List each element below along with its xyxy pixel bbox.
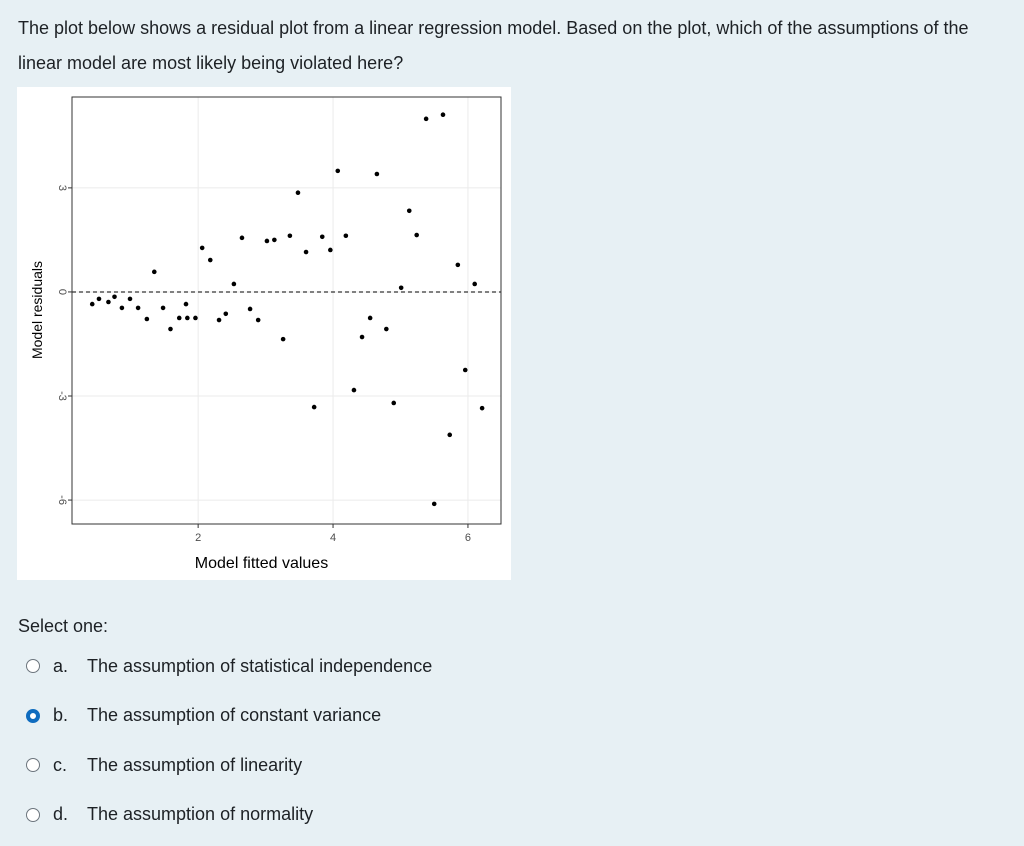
point — [295, 190, 301, 196]
y-tick-label: 3 — [56, 185, 68, 191]
point — [112, 294, 117, 300]
prompt: Select one: — [18, 616, 109, 636]
x-axis-label: Model fitted values — [195, 555, 328, 572]
option-letter: c. — [53, 754, 68, 775]
option[interactable]: d. The assumption of normality — [26, 802, 313, 828]
y-tick-label: -6 — [56, 495, 68, 505]
radio-button[interactable] — [26, 708, 40, 723]
point — [223, 311, 229, 317]
point — [374, 171, 380, 177]
point — [447, 432, 453, 438]
point — [384, 326, 389, 332]
point — [414, 232, 419, 238]
point — [119, 305, 125, 311]
radio-button[interactable] — [26, 807, 40, 822]
point — [479, 405, 485, 411]
point — [160, 305, 166, 311]
option-text: The assumption of constant variance — [87, 705, 382, 725]
point — [207, 257, 213, 263]
point — [127, 296, 133, 302]
y-axis-label: Model residuals — [29, 261, 45, 359]
point — [359, 334, 365, 340]
point — [96, 296, 102, 302]
point — [144, 316, 150, 322]
radio-button[interactable] — [26, 758, 40, 772]
question: The plot below shows a residual plot fro… — [18, 18, 969, 73]
point — [106, 299, 111, 305]
point — [151, 269, 157, 275]
option-letter: a. — [53, 655, 69, 676]
point — [391, 400, 397, 406]
point — [423, 116, 429, 122]
point — [406, 208, 412, 214]
point — [264, 238, 270, 244]
point — [239, 235, 245, 241]
point — [176, 315, 182, 321]
point — [135, 305, 141, 311]
option-text: The assumption of normality — [87, 804, 314, 824]
point — [431, 501, 437, 507]
point — [455, 262, 461, 268]
option-text: The assumption of linearity — [87, 754, 303, 775]
point — [231, 281, 237, 287]
point — [193, 315, 198, 321]
x-tick-label: 2 — [195, 532, 201, 544]
point — [247, 306, 253, 312]
option-letter: d. — [53, 804, 69, 824]
point — [183, 301, 189, 307]
point — [343, 233, 349, 239]
y-tick-label: -3 — [56, 391, 68, 401]
y-tick-label: 0 — [56, 289, 68, 295]
chart-image: 2 4 6 -6 -3 0 3 Model fitted values Model residu… — [17, 87, 511, 580]
point — [199, 245, 205, 251]
option[interactable]: a. The assumption of statistical independ… — [26, 653, 432, 679]
point — [272, 237, 277, 243]
point — [311, 404, 317, 410]
point — [440, 112, 446, 117]
point — [472, 281, 477, 287]
point — [216, 317, 222, 323]
point — [319, 234, 325, 240]
option[interactable]: c. The assumption of linearity — [26, 752, 302, 778]
option[interactable]: b. The assumption of constant variance — [26, 703, 381, 729]
chart: 2 4 6 -6 -3 0 3 Model fitted values Model residu… — [29, 96, 502, 572]
point — [168, 326, 173, 332]
point — [398, 285, 404, 291]
point — [185, 315, 190, 321]
x-tick-label: 4 — [330, 532, 336, 544]
point — [328, 247, 333, 253]
point — [462, 367, 468, 373]
x-tick-label: 6 — [465, 532, 471, 544]
option-letter: b. — [53, 705, 69, 725]
radio-button[interactable] — [26, 659, 40, 673]
point — [255, 317, 261, 323]
point — [287, 233, 293, 239]
point — [335, 168, 341, 174]
plot-border — [71, 96, 502, 525]
point — [367, 315, 373, 321]
point — [351, 387, 357, 393]
point — [280, 336, 286, 342]
option-text: The assumption of statistical independen… — [87, 655, 433, 676]
point — [89, 301, 95, 307]
point — [303, 249, 309, 255]
